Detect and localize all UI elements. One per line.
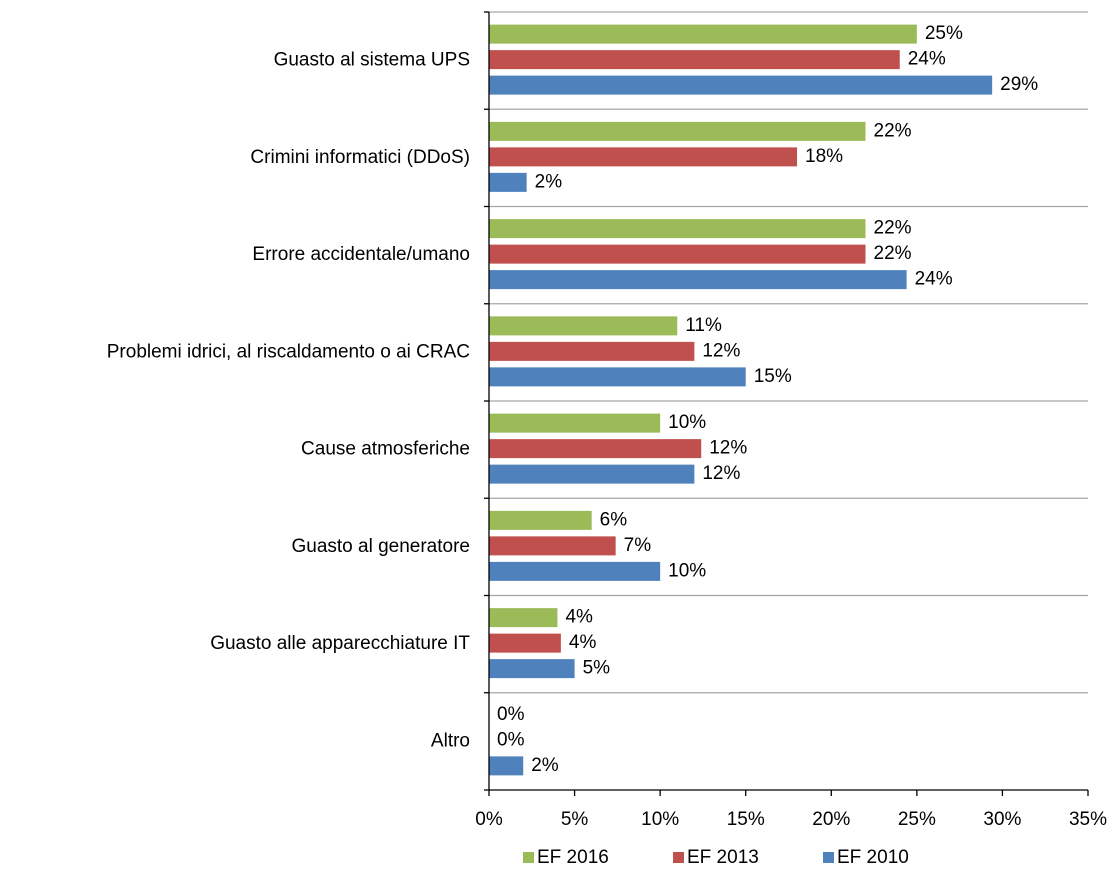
legend-label: EF 2010 <box>837 847 909 868</box>
bar <box>489 270 907 290</box>
value-label: 12% <box>709 438 747 459</box>
value-label: 12% <box>702 463 740 484</box>
category-label: Cause atmosferiche <box>301 439 470 460</box>
bar <box>489 367 746 387</box>
value-label: 0% <box>497 704 525 725</box>
x-tick-label: 15% <box>727 809 765 830</box>
value-label: 7% <box>624 535 652 556</box>
category-label: Problemi idrici, al riscaldamento o ai C… <box>107 341 470 362</box>
legend-label: EF 2013 <box>687 847 759 868</box>
bar <box>489 316 678 336</box>
legend-label: EF 2016 <box>537 847 609 868</box>
bar <box>489 536 616 556</box>
value-label: 22% <box>874 218 912 239</box>
bar <box>489 413 661 433</box>
value-label: 4% <box>569 632 597 653</box>
value-label: 11% <box>685 315 722 336</box>
value-label: 2% <box>531 755 559 776</box>
legend-swatch <box>523 852 534 863</box>
bar <box>489 172 527 192</box>
value-label: 29% <box>1000 74 1038 95</box>
legend-swatch <box>673 852 684 863</box>
value-label: 25% <box>925 23 963 44</box>
bar <box>489 244 866 264</box>
value-label: 4% <box>565 607 593 628</box>
x-tick-label: 0% <box>475 809 503 830</box>
bar <box>489 756 524 776</box>
value-label: 18% <box>805 146 843 167</box>
value-label: 0% <box>497 729 525 750</box>
category-label: Errore accidentale/umano <box>252 244 470 265</box>
x-tick-label: 35% <box>1069 809 1107 830</box>
legend-swatch <box>823 852 834 863</box>
value-label: 10% <box>668 560 706 581</box>
bar <box>489 75 993 95</box>
x-tick-label: 5% <box>561 809 589 830</box>
bar <box>489 608 558 628</box>
bar <box>489 147 798 167</box>
category-label: Altro <box>431 730 470 751</box>
bar <box>489 341 695 361</box>
value-label: 6% <box>600 509 628 530</box>
value-label: 24% <box>908 49 946 70</box>
bar <box>489 219 866 239</box>
x-tick-label: 25% <box>898 809 936 830</box>
value-label: 12% <box>702 340 740 361</box>
x-tick-label: 20% <box>812 809 850 830</box>
x-tick-label: 30% <box>983 809 1021 830</box>
bar <box>489 464 695 484</box>
value-label: 15% <box>754 366 792 387</box>
bar <box>489 510 592 530</box>
category-label: Guasto al sistema UPS <box>274 50 470 71</box>
value-label: 10% <box>668 412 706 433</box>
bar <box>489 50 900 70</box>
value-label: 22% <box>874 120 912 141</box>
bar <box>489 439 702 459</box>
bar <box>489 633 561 653</box>
category-label: Crimini informatici (DDoS) <box>250 147 470 168</box>
value-label: 22% <box>874 243 912 264</box>
value-label: 5% <box>583 658 611 679</box>
value-label: 24% <box>915 269 953 290</box>
bar <box>489 24 917 44</box>
value-label: 2% <box>535 171 563 192</box>
bar <box>489 659 575 679</box>
bar <box>489 121 866 141</box>
bar <box>489 561 661 581</box>
category-label: Guasto al generatore <box>291 536 470 557</box>
x-tick-label: 10% <box>641 809 679 830</box>
category-label: Guasto alle apparecchiature IT <box>210 633 470 654</box>
